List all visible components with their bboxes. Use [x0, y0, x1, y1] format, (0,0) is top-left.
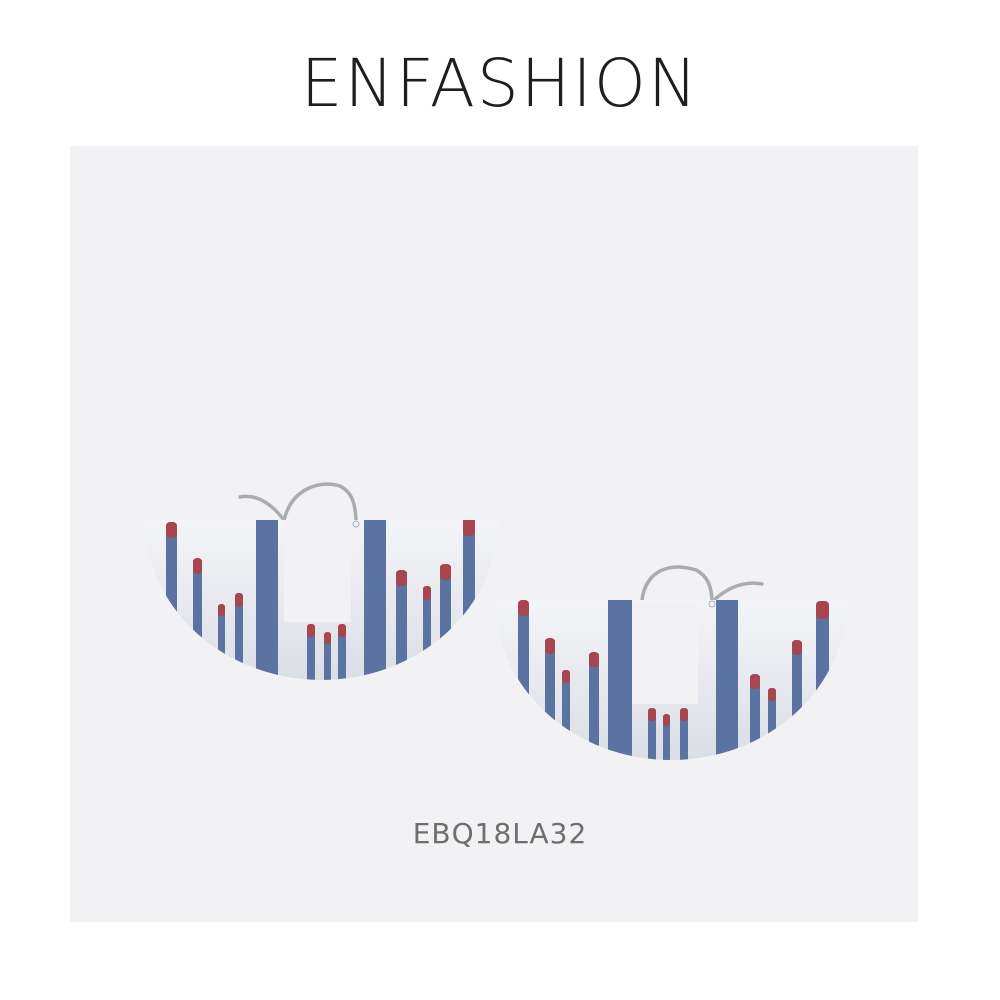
right-window-cutout [632, 602, 698, 704]
brand-title: ENFASHION [300, 45, 700, 122]
product-sku: EBQ18LA32 [412, 817, 588, 850]
left-earring [145, 482, 498, 680]
left-window-cutout [284, 520, 351, 622]
right-earring [495, 565, 847, 760]
left-hook-wire [238, 482, 358, 526]
right-hook-wire [640, 565, 764, 604]
